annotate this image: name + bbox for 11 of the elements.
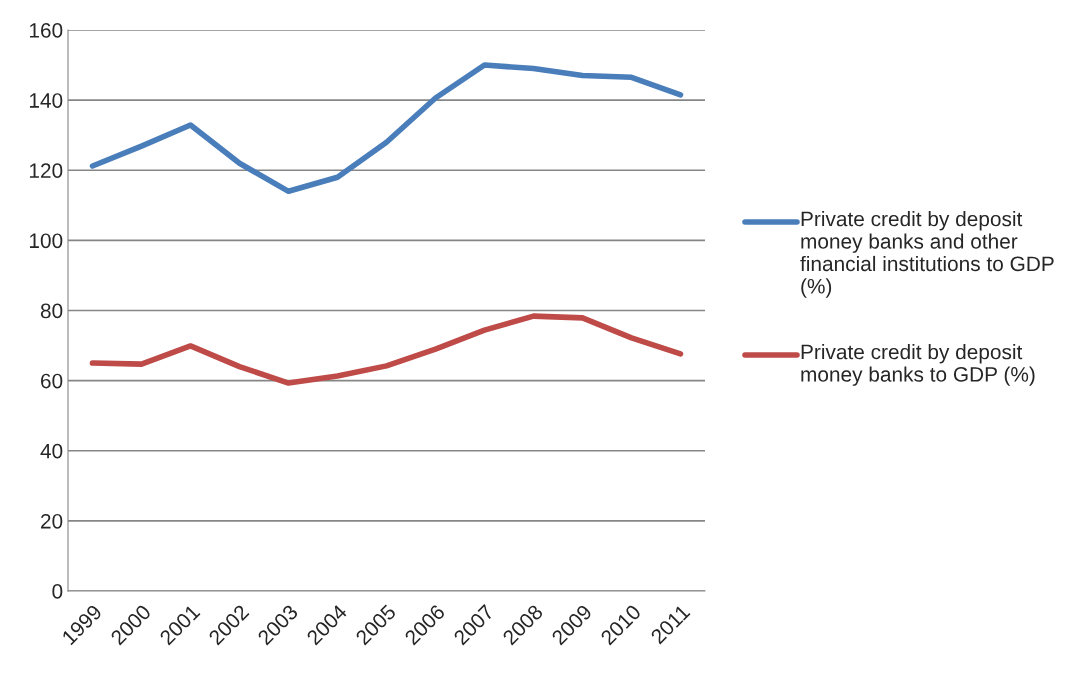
y-tick-label: 160	[29, 23, 63, 38]
y-tick-label: 80	[40, 303, 63, 319]
y-tick-label: 140	[29, 93, 63, 108]
y-tick-label: 0	[52, 584, 63, 599]
y-tick-label: 40	[40, 443, 63, 459]
y-tick-label: 120	[29, 163, 63, 178]
legend-label: Private credit by deposit money banks to GDP (%)	[801, 344, 1035, 386]
y-tick-label: 60	[41, 373, 63, 389]
legend-label: Private credit by deposit money banks and other financial institutions to GDP (%)	[800, 211, 1054, 298]
y-tick-label: 100	[29, 233, 63, 249]
y-tick-label: 20	[41, 513, 63, 529]
